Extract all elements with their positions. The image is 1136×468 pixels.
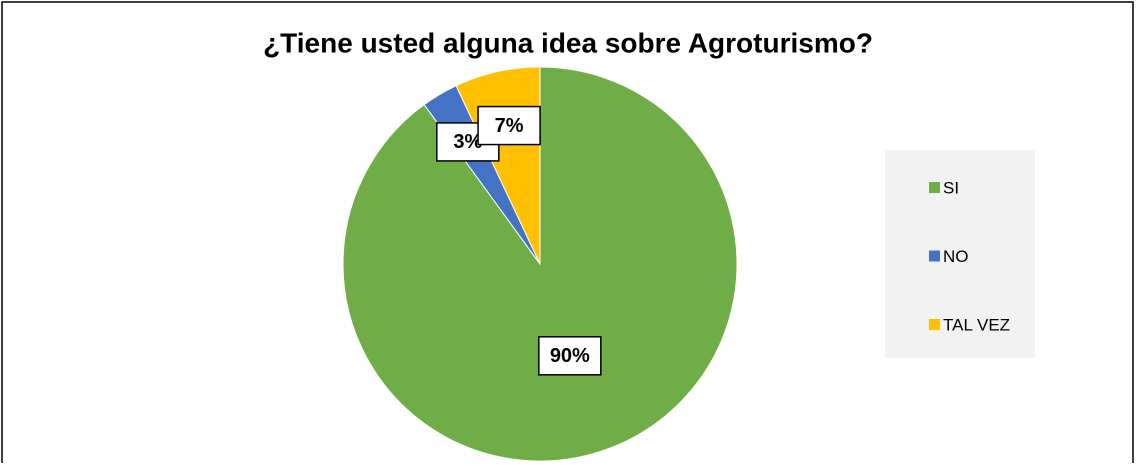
legend-swatch [929,319,940,330]
legend-box [885,150,1035,358]
data-label-box [538,336,602,376]
legend-label: SI [943,178,959,197]
data-label: 7% [495,115,524,137]
legend-swatch [929,182,940,193]
legend-swatch [929,250,940,262]
data-label: 3% [453,131,482,153]
data-label: 90% [550,345,590,367]
legend-label: TAL VEZ [943,315,1010,334]
data-label-box [477,105,541,146]
legend-label: NO [943,247,969,266]
chart-title: ¿Tiene usted alguna idea sobre Agroturis… [263,27,873,58]
